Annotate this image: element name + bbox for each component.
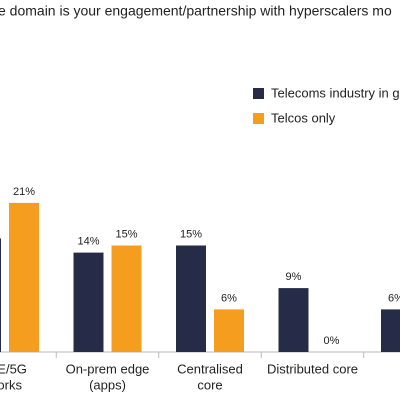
value-label: 21% <box>13 186 35 198</box>
bar <box>214 309 244 352</box>
legend-label: Telecoms industry in g <box>271 85 400 100</box>
x-tick-label: Centralised <box>177 361 243 376</box>
value-label: 6% <box>388 292 400 304</box>
bar <box>73 252 104 352</box>
value-label: 15% <box>115 228 137 240</box>
bar <box>176 245 206 352</box>
value-label: 9% <box>286 271 302 283</box>
x-tick-label: (apps) <box>89 377 126 392</box>
bar <box>111 245 142 352</box>
bar <box>9 202 39 352</box>
value-label: 0% <box>324 335 340 347</box>
value-label: 14% <box>77 236 99 248</box>
legend-swatch <box>253 113 264 124</box>
bar <box>0 238 1 352</box>
chart-title: e domain is your engagement/partnership … <box>0 3 392 19</box>
bar <box>278 288 309 352</box>
value-label: 15% <box>180 228 202 240</box>
x-tick-label: core <box>197 377 222 392</box>
x-tick-label: Distributed core <box>267 361 358 376</box>
bar <box>381 309 400 352</box>
legend-label: Telcos only <box>271 110 336 125</box>
x-tick-label: works <box>0 377 22 392</box>
x-tick-label: On-prem edge <box>66 361 150 376</box>
legend-swatch <box>253 88 264 99</box>
value-label: 6% <box>221 292 237 304</box>
x-tick-label: LTE/5G <box>0 361 27 376</box>
